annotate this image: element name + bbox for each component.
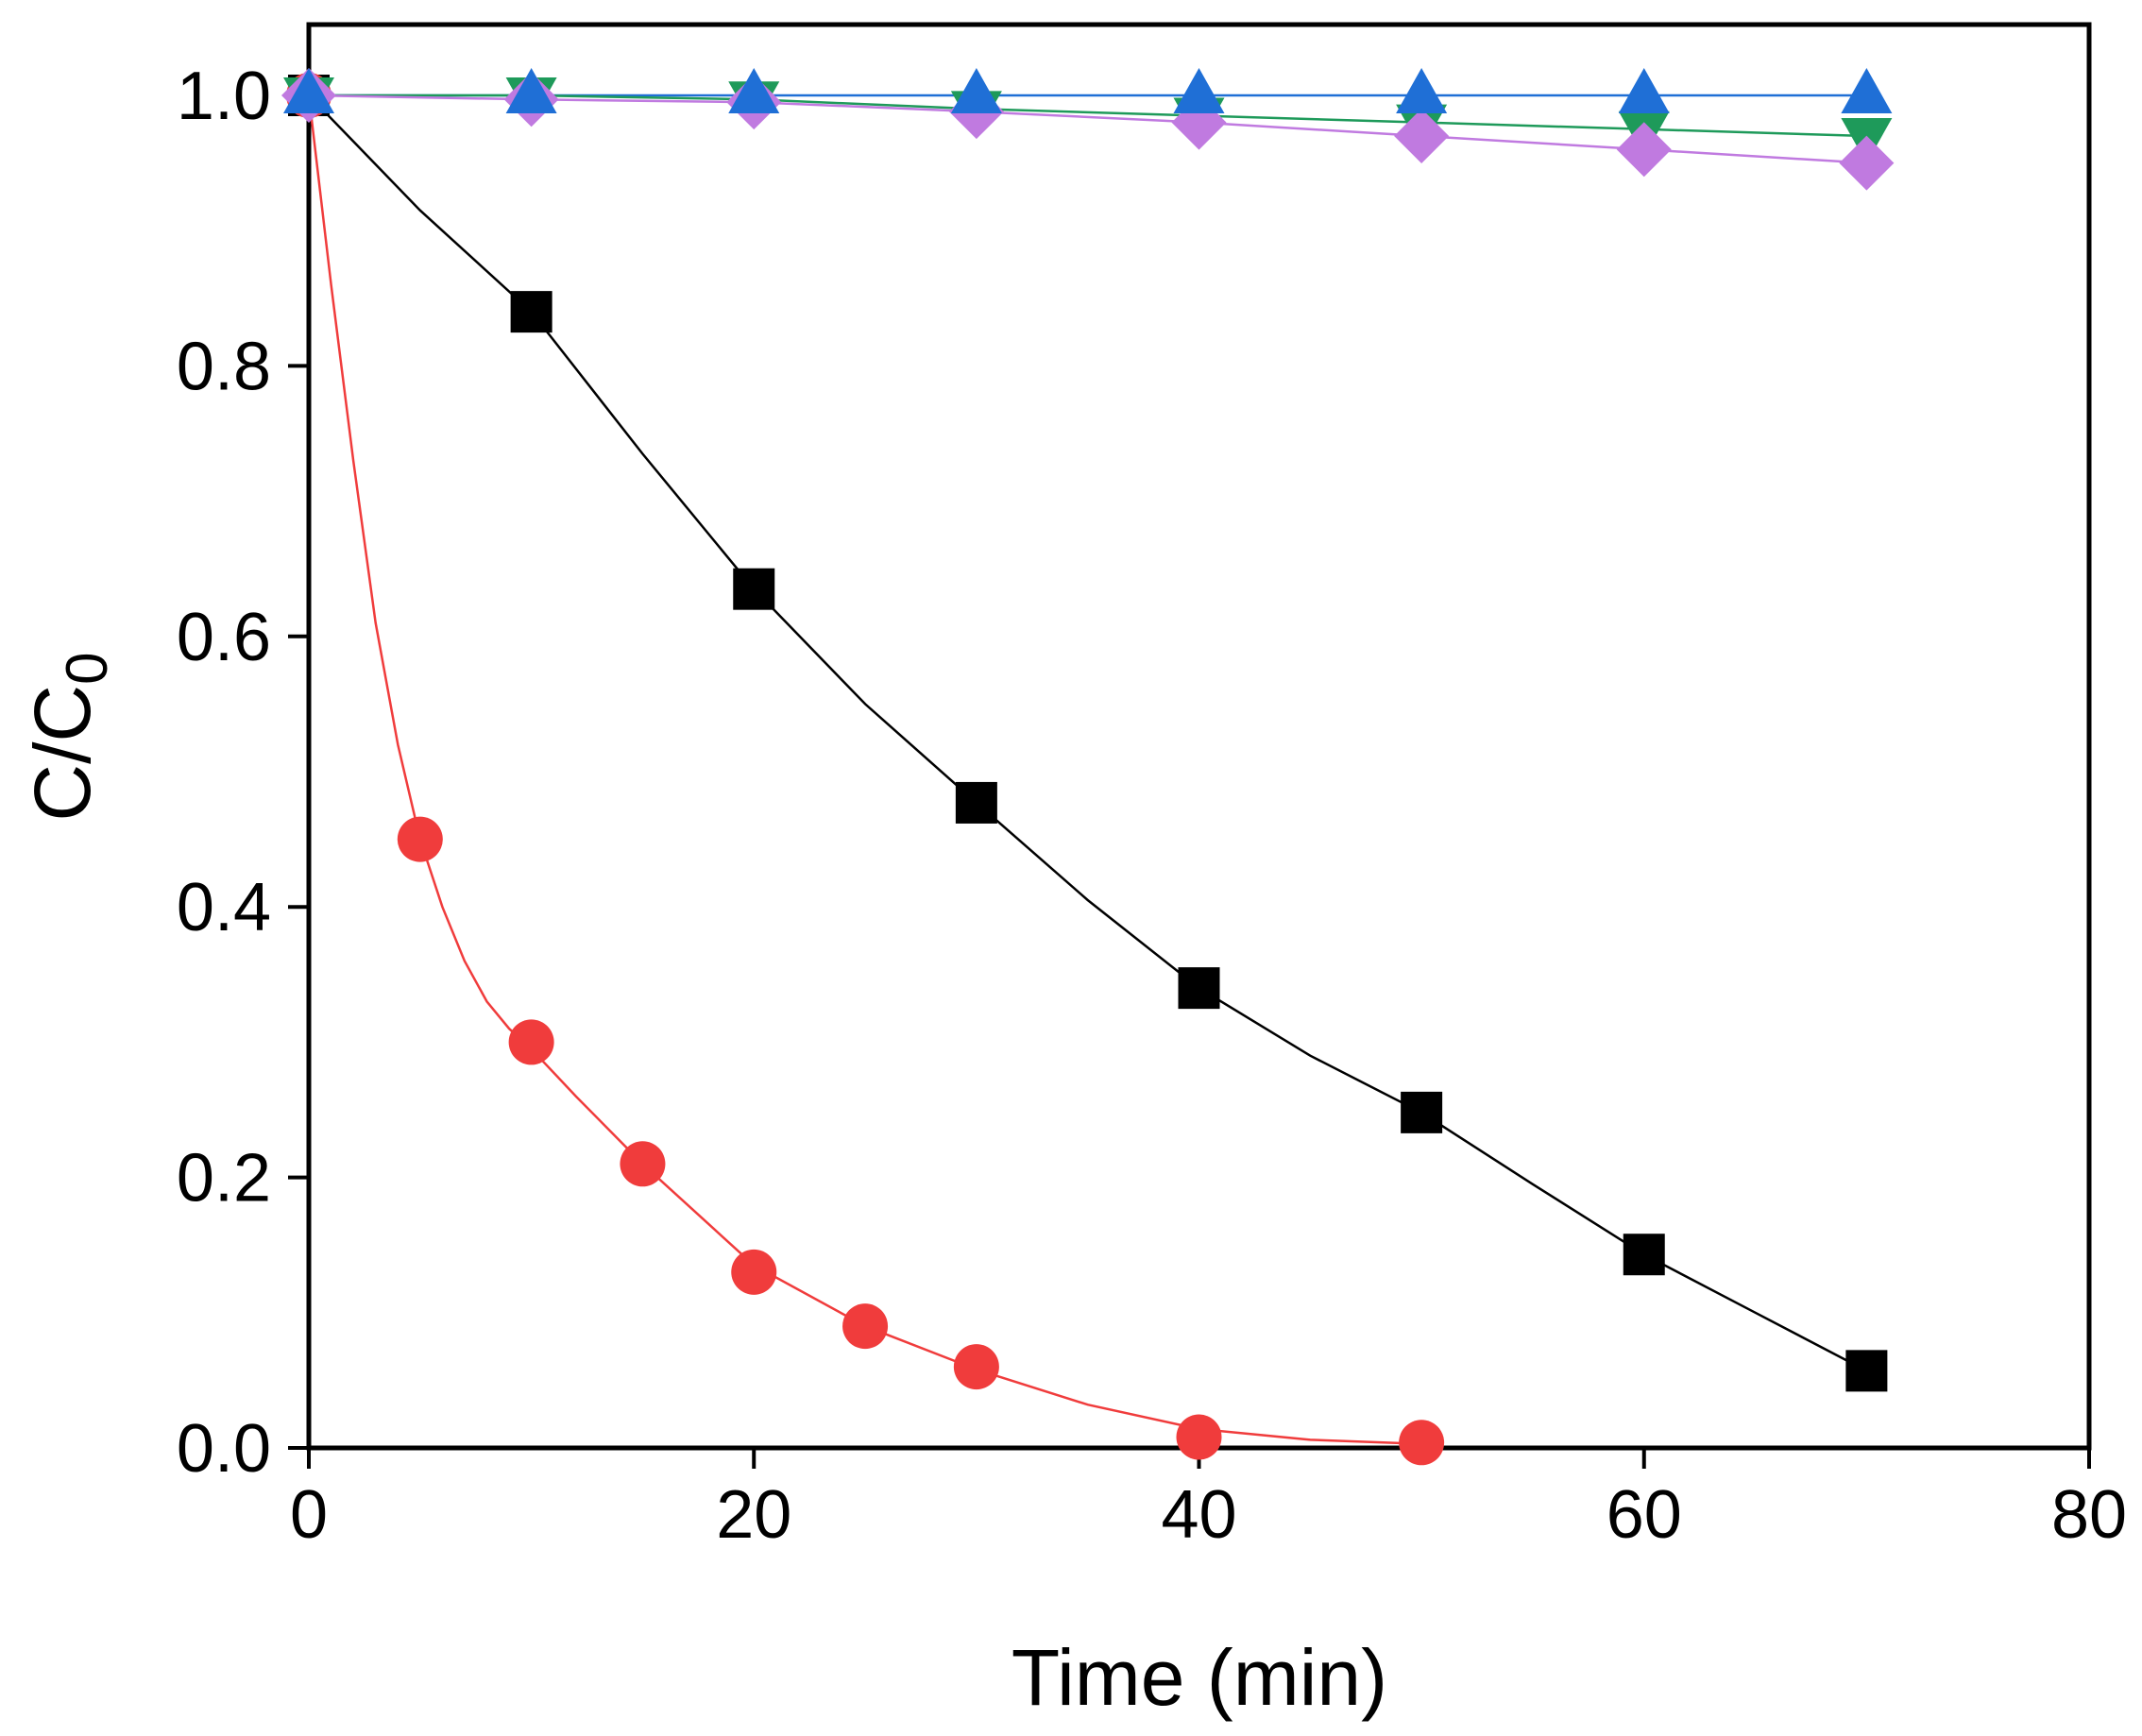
series-triangle-up-point — [950, 68, 1002, 113]
series-triangle-up-point — [1396, 68, 1448, 113]
series-square-point — [510, 291, 552, 333]
series-triangle-up-point — [1173, 68, 1225, 113]
series-square-point — [1623, 1234, 1665, 1276]
series-circle-point — [842, 1303, 889, 1350]
series-circle-point — [620, 1141, 666, 1187]
marker-layer — [281, 68, 1895, 1466]
plot-frame — [306, 22, 2092, 1451]
x-tick-label: 40 — [1161, 1477, 1236, 1553]
series-triangle-up-point — [1841, 68, 1893, 113]
series-circle-point — [397, 816, 443, 862]
x-tick-label: 80 — [2051, 1477, 2127, 1553]
y-tick-label: 0.2 — [177, 1141, 271, 1217]
series-circle-point — [953, 1344, 999, 1390]
series-diamond-point — [1394, 108, 1450, 163]
series-triangle-down-fit-line — [309, 94, 1867, 138]
x-tick-label: 20 — [716, 1477, 791, 1553]
series-square-point — [955, 781, 997, 824]
y-axis-title-main: C/C — [18, 685, 107, 822]
x-tick-label: 0 — [290, 1477, 328, 1553]
series-square-point — [733, 568, 775, 610]
x-tick-label: 60 — [1606, 1477, 1682, 1553]
y-axis-title: C/C0 — [18, 652, 120, 821]
series-triangle-up-point — [1618, 68, 1670, 113]
series-diamond-fit-line — [308, 94, 1867, 164]
series-triangle-up-point — [728, 68, 780, 113]
series-circle-point — [1399, 1420, 1445, 1466]
series-circle-point — [1176, 1414, 1222, 1460]
y-tick-label: 0.8 — [177, 329, 271, 404]
series-diamond-point — [1839, 135, 1895, 191]
y-tick-label: 0.4 — [177, 870, 271, 945]
y-axis-title-subscript: 0 — [55, 652, 120, 684]
series-triangle-up-point — [505, 68, 557, 113]
ticks-layer: 0 20 40 60 80 0.0 0.2 0.4 0.6 0.8 1.0 — [177, 59, 2127, 1553]
x-axis-title: Time (min) — [1012, 1633, 1387, 1722]
y-tick-label: 1.0 — [177, 59, 271, 134]
series-square-point — [1401, 1091, 1443, 1133]
series-circle-point — [508, 1019, 554, 1065]
y-tick-label: 0.6 — [177, 600, 271, 675]
series-diamond-point — [1616, 122, 1672, 178]
series-triangle-up-point — [283, 68, 334, 113]
series-circle-fit-line — [307, 94, 1422, 1445]
series-square-point — [1178, 967, 1220, 1010]
series-square-fit-line — [308, 94, 1867, 1372]
y-tick-label: 0.0 — [177, 1411, 271, 1487]
series-circle-point — [731, 1249, 777, 1295]
series-square-point — [1845, 1350, 1888, 1392]
